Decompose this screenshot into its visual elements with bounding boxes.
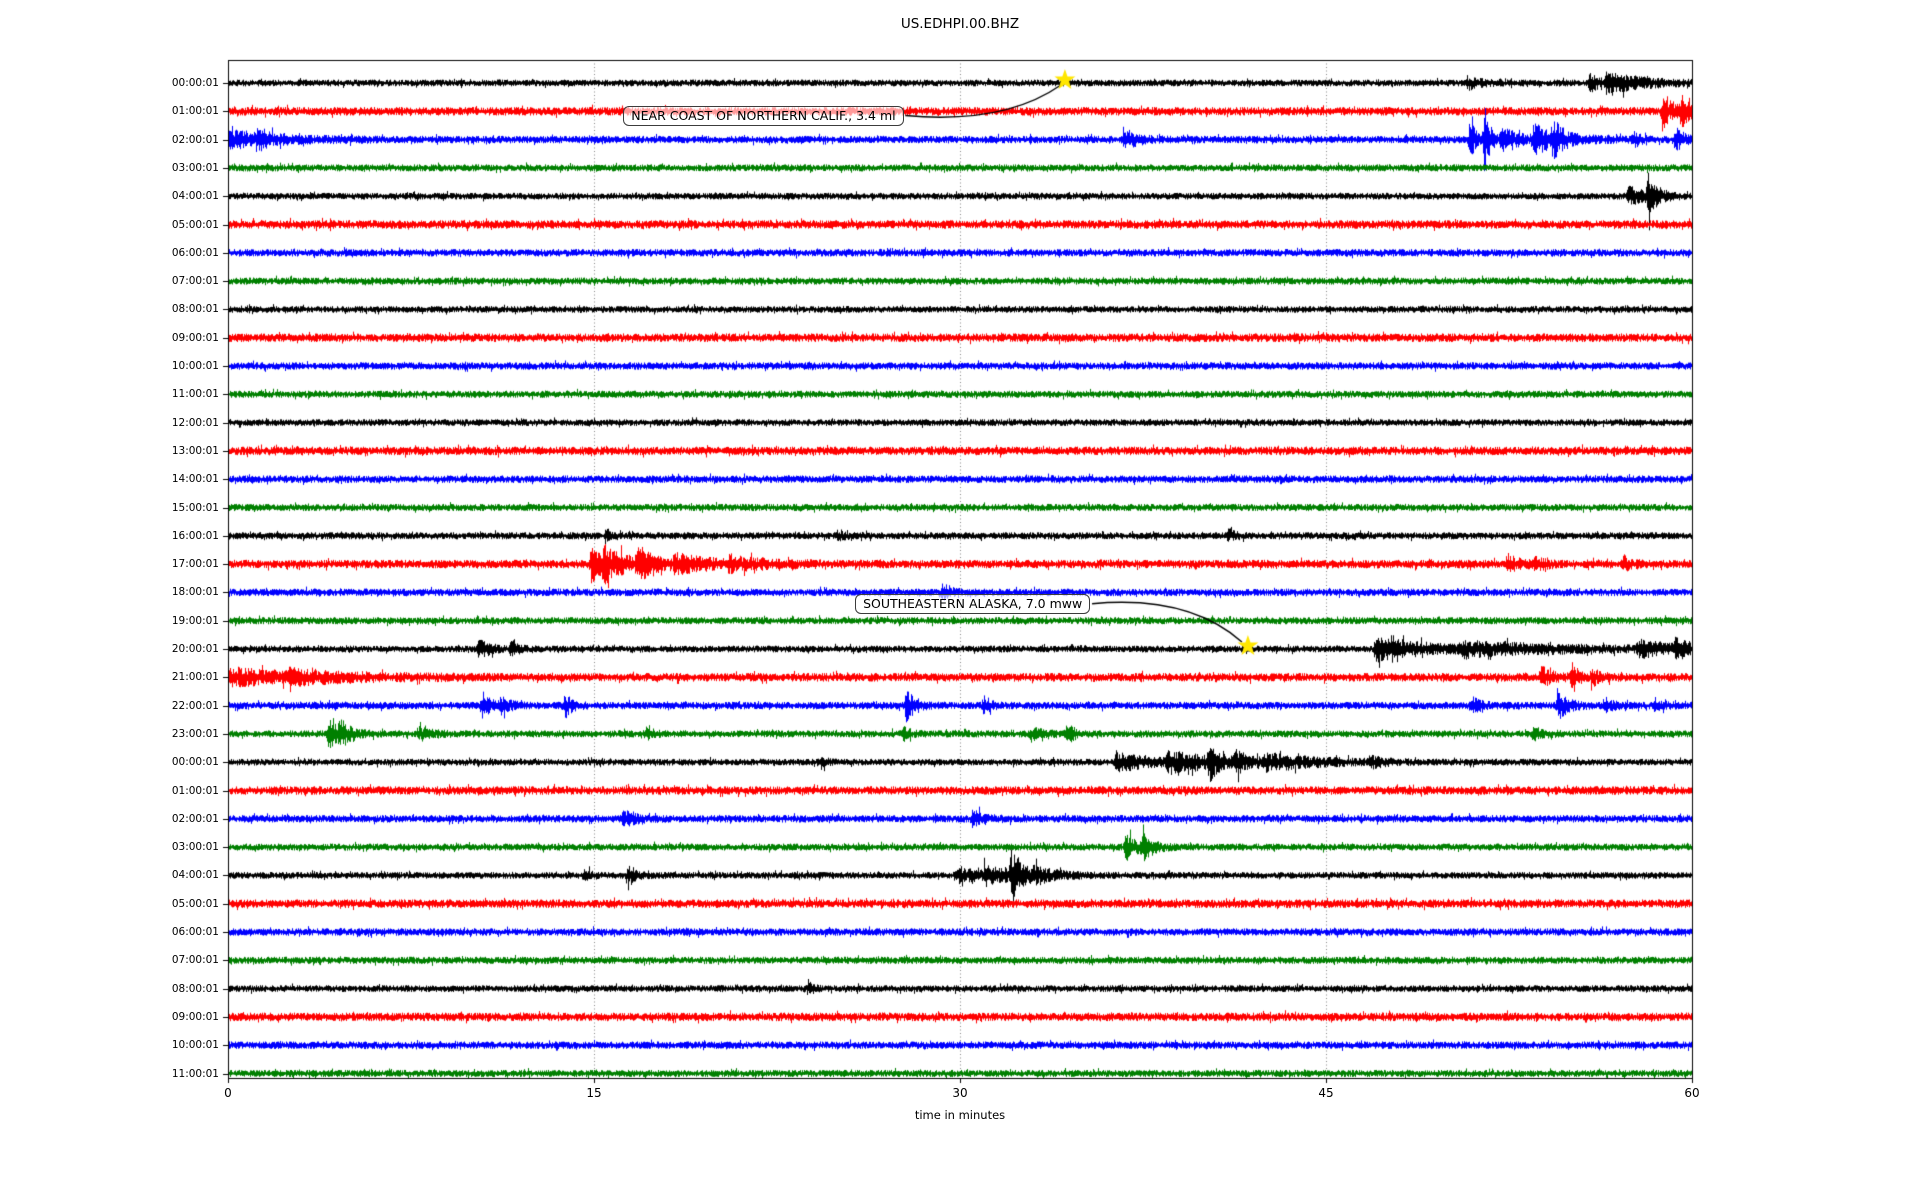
y-tick-label: 03:00:01 xyxy=(171,161,219,174)
x-axis-title: time in minutes xyxy=(914,1108,1006,1122)
y-tick-label: 13:00:01 xyxy=(171,444,219,457)
y-tick-label: 04:00:01 xyxy=(171,190,219,203)
x-tick-label: 60 xyxy=(1684,1086,1700,1100)
y-tick-label: 11:00:01 xyxy=(171,1067,219,1080)
y-tick-label: 23:00:01 xyxy=(171,727,219,740)
y-tick-label: 08:00:01 xyxy=(171,303,219,316)
y-tick-label: 04:00:01 xyxy=(171,869,219,882)
y-tick-label: 05:00:01 xyxy=(171,218,219,231)
event-annotation-label: NEAR COAST OF NORTHERN CALIF., 3.4 ml xyxy=(623,105,904,126)
y-tick-label: 08:00:01 xyxy=(171,982,219,995)
y-tick-label: 02:00:01 xyxy=(171,133,219,146)
y-tick-label: 00:00:01 xyxy=(171,77,219,89)
x-tick-label: 15 xyxy=(586,1086,602,1100)
y-tick-label: 03:00:01 xyxy=(171,841,219,854)
x-tick-label: 0 xyxy=(224,1086,232,1100)
event-annotation-label: SOUTHEASTERN ALASKA, 7.0 mww xyxy=(855,593,1091,614)
y-tick-label: 12:00:01 xyxy=(171,416,219,429)
y-tick-label: 17:00:01 xyxy=(171,558,219,571)
y-tick-label: 16:00:01 xyxy=(171,529,219,542)
y-tick-label: 07:00:01 xyxy=(171,275,219,288)
y-tick-label: 06:00:01 xyxy=(171,246,219,259)
y-tick-label: 14:00:01 xyxy=(171,473,219,486)
y-tick-label: 11:00:01 xyxy=(171,388,219,401)
y-tick-label: 10:00:01 xyxy=(171,360,219,372)
y-tick-label: 10:00:01 xyxy=(171,1039,219,1052)
chart-title: US.EDHPI.00.BHZ xyxy=(900,16,1020,32)
y-tick-label: 22:00:01 xyxy=(171,699,219,712)
y-tick-label: 21:00:01 xyxy=(171,671,219,684)
y-tick-label: 18:00:01 xyxy=(171,586,219,599)
y-tick-label: 02:00:01 xyxy=(171,812,219,825)
y-tick-label: 07:00:01 xyxy=(171,954,219,967)
y-tick-label: 20:00:01 xyxy=(171,643,219,655)
y-tick-label: 19:00:01 xyxy=(171,614,219,627)
y-tick-label: 01:00:01 xyxy=(171,784,219,797)
y-tick-label: 06:00:01 xyxy=(171,926,219,938)
y-tick-label: 09:00:01 xyxy=(171,1010,219,1023)
y-tick-label: 09:00:01 xyxy=(171,331,219,344)
y-tick-label: 15:00:01 xyxy=(171,501,219,514)
y-tick-label: 05:00:01 xyxy=(171,897,219,910)
x-tick-label: 45 xyxy=(1318,1086,1334,1100)
y-tick-label: 00:00:01 xyxy=(171,756,219,769)
x-tick-label: 30 xyxy=(952,1086,968,1100)
y-tick-label: 01:00:01 xyxy=(171,105,219,118)
